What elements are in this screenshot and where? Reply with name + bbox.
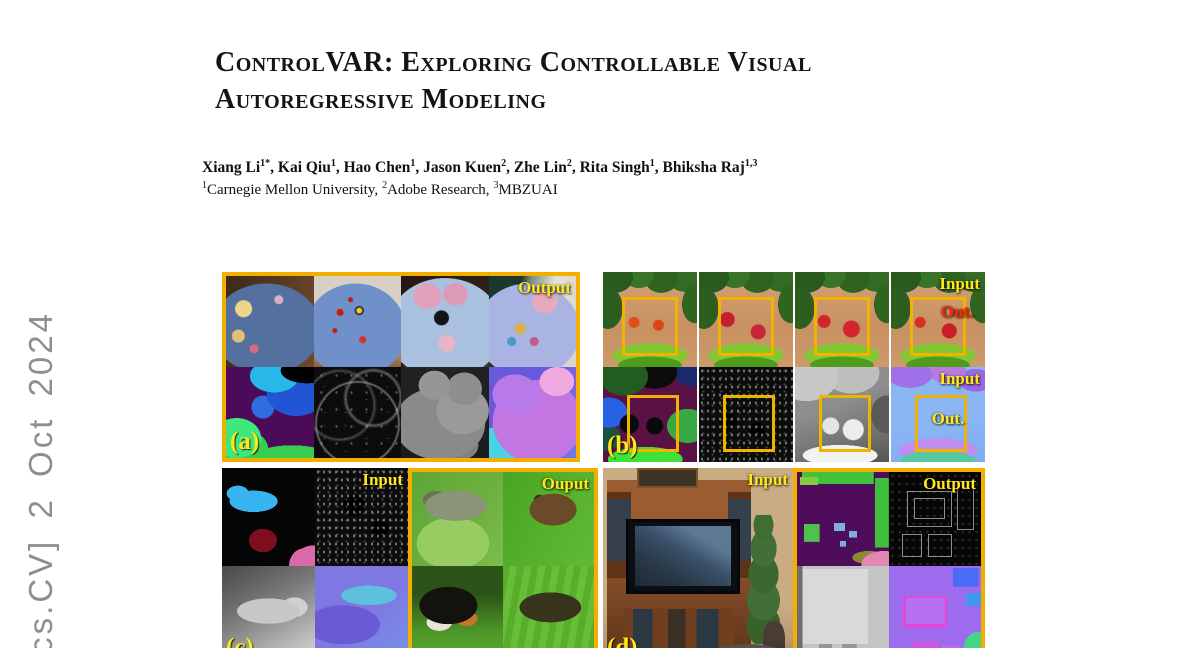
author-1: Kai Qiu1, [277, 158, 344, 177]
panel-b-tag: (b) [607, 432, 638, 459]
pig-photo-2 [313, 276, 401, 367]
panel-d: Input (d) Output [603, 468, 985, 648]
affiliation-2: 3MBZUAI [493, 180, 558, 198]
tv-screen [625, 518, 741, 594]
ottoman [707, 644, 788, 648]
mask-box [813, 296, 870, 356]
panel-c-outputs: Ouput [408, 468, 598, 648]
panel-c: Input Ouput (c) [222, 468, 598, 648]
room-normal-map [889, 566, 981, 648]
pig-photo-4: Output [488, 276, 576, 367]
mask-box [722, 394, 775, 452]
panel-d-output-label: Output [923, 474, 976, 493]
mask-box [621, 296, 678, 356]
title-line-2: Autoregressive Modeling [215, 84, 547, 115]
room-photo: Input (d) [603, 468, 793, 648]
tomato-seg-map [603, 367, 697, 462]
author-list: Xiang Li1*, Kai Qiu1, Hao Chen1, Jason K… [202, 158, 757, 177]
pig-photo-1 [226, 276, 314, 367]
panel-b-grid: Input Out. Input Out. [603, 272, 985, 462]
title-line-1: ControlVAR: Exploring Controllable Visua… [215, 47, 812, 78]
panel-a-grid: Output [226, 276, 576, 458]
beetle-seg-map [222, 468, 315, 566]
panel-c-tag: (c) [226, 634, 254, 648]
panel-d-tag: (d) [607, 634, 638, 648]
edge-rect [957, 481, 974, 531]
edge-rect [901, 534, 923, 557]
panel-a: Output (a) [222, 272, 580, 462]
beetle-photo-3 [412, 566, 503, 648]
panel-b-input-label-2: Input [939, 369, 980, 388]
panel-a-output-label: Output [518, 278, 571, 297]
panel-b-out-label-2: Out. [931, 408, 965, 428]
author-0: Xiang Li1*, [202, 158, 278, 177]
cabinet-doors [623, 609, 735, 648]
beetle-normal-map [315, 566, 408, 648]
tomato-depth-map [795, 367, 889, 462]
author-3: Jason Kuen2, [423, 158, 514, 177]
author-2: Hao Chen1, [343, 158, 424, 177]
tomato-photo-3 [795, 272, 889, 367]
mask-box [909, 296, 966, 356]
tomato-photo-4: Input Out. [891, 272, 985, 367]
panel-b: Input Out. Input Out. (b) [603, 272, 985, 462]
plant-stand [762, 620, 786, 648]
panel-d-outputs: Output [793, 468, 985, 648]
pig-edge-map [313, 367, 401, 458]
room-depth-map [797, 566, 889, 648]
beetle-photo-4 [503, 566, 594, 648]
edge-rect [927, 534, 952, 557]
mask-box [626, 394, 679, 452]
tomato-normal-map: Input Out. [891, 367, 985, 462]
beetle-photo-2: Ouput [503, 472, 594, 566]
panel-c-controls: Input [222, 468, 408, 648]
pig-photo-3 [401, 276, 489, 367]
panel-c-output-label: Ouput [541, 474, 589, 493]
wall-picture [637, 468, 699, 488]
pig-depth-map [401, 367, 489, 458]
teaser-figure: Output (a) Input Out. [222, 272, 985, 648]
author-6: Bhiksha Raj1,3 [662, 158, 758, 177]
affiliation-0: 1Carnegie Mellon University, [202, 180, 379, 198]
author-5: Rita Singh1, [579, 158, 663, 177]
panel-a-tag: (a) [230, 428, 260, 455]
edge-rect [907, 490, 952, 527]
edge-rect [913, 498, 946, 520]
affiliation-1: 2Adobe Research, [382, 180, 490, 198]
mask-box [914, 394, 967, 452]
paper-title: ControlVAR: Exploring Controllable Visua… [215, 44, 812, 118]
panel-b-out-label: Out. [941, 302, 974, 322]
room-edge-map: Output [889, 472, 981, 566]
beetle-depth-map [222, 566, 315, 648]
room-seg-map [797, 472, 889, 566]
beetle-edge-map: Input [315, 468, 408, 566]
tomato-photo-2 [699, 272, 793, 367]
tomato-edge-map [699, 367, 793, 462]
panel-d-input-label: Input [747, 470, 788, 489]
affiliation-list: 1Carnegie Mellon University, 2Adobe Resea… [202, 180, 562, 199]
pig-normal-map [488, 367, 576, 458]
arxiv-stamp: [cs.CV] 2 Oct 2024 [22, 311, 59, 648]
mask-box [818, 394, 871, 452]
mask-box [717, 296, 774, 356]
panel-c-input-label: Input [362, 470, 403, 489]
panel-b-input-label: Input [939, 274, 980, 293]
author-4: Zhe Lin2, [513, 158, 580, 177]
pig-seg-map [226, 367, 314, 458]
beetle-photo-1 [412, 472, 503, 566]
tomato-photo-1 [603, 272, 697, 367]
